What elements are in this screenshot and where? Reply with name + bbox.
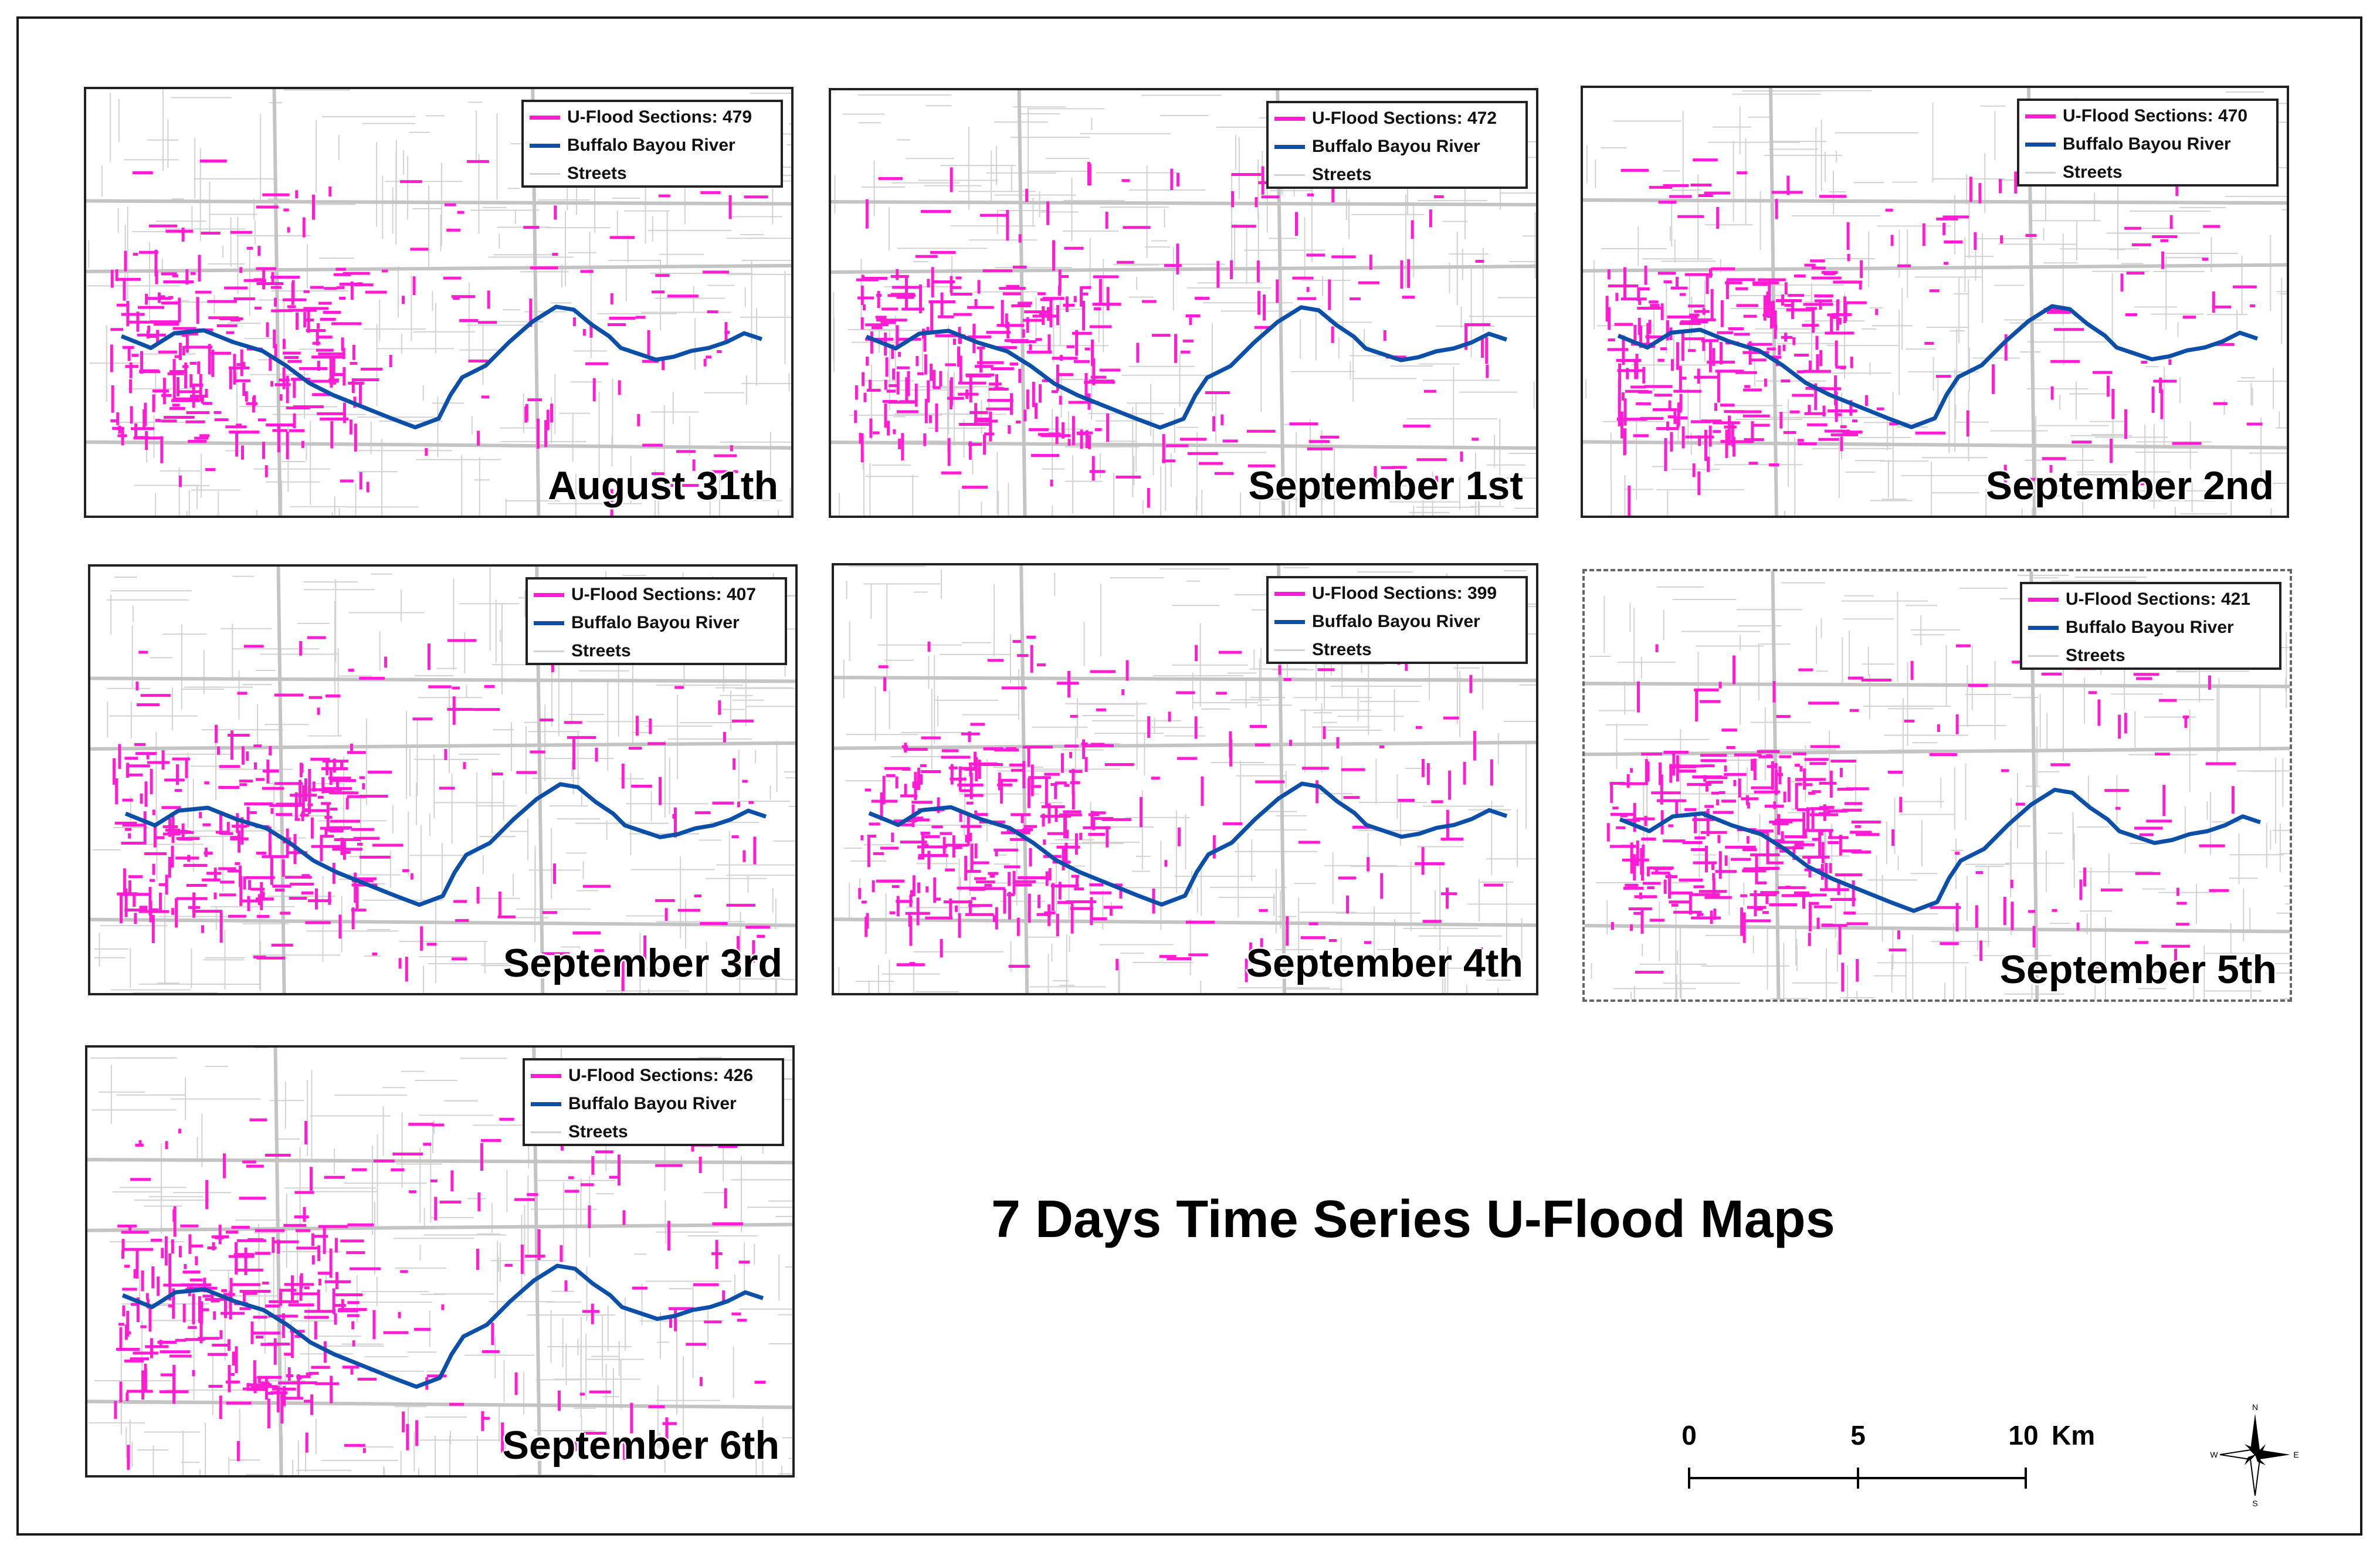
flood-sections-layer [858,635,1503,982]
river-legend-symbol [1274,144,1305,149]
page-frame [16,16,2362,1536]
flood-sections-count: U-Flood Sections: 472 [1312,109,1497,128]
scale-tick-label: 0 [1681,1420,1697,1451]
buffalo-bayou-river [1619,788,2262,913]
north-arrow: N S E W [2208,1402,2302,1508]
streets-legend-label: Streets [1312,640,1372,659]
river-legend-label: Buffalo Bayou River [571,613,740,632]
flood-sections-count: U-Flood Sections: 407 [571,585,757,604]
map-panel-sep-2[interactable]: U-Flood Sections: 470 Buffalo Bayou Rive… [1581,86,2289,518]
streets-legend-symbol [530,172,560,175]
streets-legend-symbol [1274,649,1305,651]
buffalo-bayou-river [868,781,1508,907]
page-title: 7 Days Time Series U-Flood Maps [991,1190,1835,1249]
flood-sections-count: U-Flood Sections: 479 [567,107,752,127]
river-legend-label: Buffalo Bayou River [568,1094,737,1113]
streets-legend-symbol [534,650,564,652]
map-legend: U-Flood Sections: 472 Buffalo Bayou Rive… [1266,101,1528,189]
flood-sections-layer [110,159,768,516]
scale-tick-label: 5 [1850,1420,1866,1451]
compass-rose-icon: N S E W [2210,1402,2298,1508]
map-legend: U-Flood Sections: 407 Buffalo Bayou Rive… [526,577,787,665]
buffalo-bayou-river [120,304,763,430]
map-panel-sep-6[interactable]: U-Flood Sections: 426 Buffalo Bayou Rive… [85,1045,795,1478]
streets-legend-symbol [531,1131,561,1133]
map-date-label: August 31th [548,463,778,508]
flood-legend-symbol [531,1073,561,1078]
flood-legend-symbol [2025,114,2056,118]
map-panel-sep-4[interactable]: U-Flood Sections: 399 Buffalo Bayou Rive… [832,563,1538,995]
map-legend: U-Flood Sections: 399 Buffalo Bayou Rive… [1266,576,1528,664]
flood-legend-symbol [530,115,560,120]
streets-legend-label: Streets [567,164,627,183]
scale-unit-label: Km [2052,1420,2096,1451]
map-panel-sep-5[interactable]: U-Flood Sections: 421 Buffalo Bayou Rive… [1582,569,2292,1002]
river-legend-symbol [530,143,560,148]
flood-sections-layer [114,1117,766,1470]
buffalo-bayou-river [1617,304,2259,429]
map-canvas [87,1048,792,1475]
map-date-label: September 6th [502,1423,779,1468]
map-legend: U-Flood Sections: 470 Buffalo Bayou Rive… [2017,99,2279,187]
river-legend-symbol [1274,619,1305,624]
scale-tick [1688,1468,1690,1489]
river-legend-symbol [534,621,564,625]
scale-tick [2025,1468,2027,1489]
buffalo-bayou-river [124,782,767,907]
flood-sections-layer [1606,644,2254,992]
streets-legend-label: Streets [1312,165,1372,184]
flood-legend-symbol [2028,597,2059,602]
flood-sections-count: U-Flood Sections: 399 [1312,584,1497,603]
map-date-label: September 1st [1248,463,1523,508]
streets-legend-label: Streets [2063,162,2123,182]
map-date-label: September 4th [1246,941,1523,985]
river-legend-symbol [531,1102,561,1106]
streets-legend-symbol [1274,174,1305,176]
streets-legend-symbol [2025,171,2056,174]
map-legend: U-Flood Sections: 426 Buffalo Bayou Rive… [523,1058,784,1146]
scale-tick-label: 10 [2008,1420,2039,1451]
compass-e-label: E [2293,1450,2298,1459]
flood-sections-layer [1605,158,2263,516]
river-legend-label: Buffalo Bayou River [1312,137,1480,156]
compass-n-label: N [2252,1402,2258,1412]
flood-sections-layer [113,636,771,991]
river-legend-symbol [2028,625,2059,630]
map-panel-sep-1[interactable]: U-Flood Sections: 472 Buffalo Bayou Rive… [829,88,1538,518]
map-date-label: September 2nd [1985,463,2274,508]
river-legend-label: Buffalo Bayou River [1312,612,1480,631]
streets-legend-label: Streets [568,1122,628,1141]
streets-layer [1585,571,2290,999]
map-panel-sep-3[interactable]: U-Flood Sections: 407 Buffalo Bayou Rive… [88,564,798,995]
flood-legend-symbol [1274,591,1305,596]
streets-layer [834,565,1536,993]
river-legend-label: Buffalo Bayou River [2063,134,2231,154]
river-legend-label: Buffalo Bayou River [2066,618,2234,637]
streets-legend-symbol [2028,655,2059,657]
flood-sections-count: U-Flood Sections: 421 [2066,589,2251,609]
flood-sections-count: U-Flood Sections: 426 [568,1066,754,1085]
river-legend-label: Buffalo Bayou River [567,135,735,155]
map-date-label: September 3rd [503,941,782,985]
map-legend: U-Flood Sections: 479 Buffalo Bayou Rive… [521,100,783,188]
river-legend-symbol [2025,142,2056,147]
map-canvas [831,90,1536,516]
map-date-label: September 5th [1999,947,2277,992]
compass-s-label: S [2252,1499,2257,1507]
scale-bar: 0 5 10 Km [1672,1419,2095,1490]
flood-sections-count: U-Flood Sections: 470 [2063,106,2248,126]
map-canvas [834,565,1536,993]
map-panel-aug-31[interactable]: U-Flood Sections: 479 Buffalo Bayou Rive… [84,87,794,518]
flood-legend-symbol [1274,116,1305,121]
flood-legend-symbol [534,592,564,597]
scale-tick [1857,1468,1859,1489]
map-legend: U-Flood Sections: 421 Buffalo Bayou Rive… [2020,582,2281,670]
compass-w-label: W [2210,1450,2218,1459]
buffalo-bayou-river [865,305,1508,430]
streets-layer [87,1048,792,1475]
buffalo-bayou-river [121,1263,764,1389]
streets-legend-label: Streets [2066,646,2125,665]
map-canvas [1585,571,2290,999]
streets-legend-label: Streets [571,641,631,660]
